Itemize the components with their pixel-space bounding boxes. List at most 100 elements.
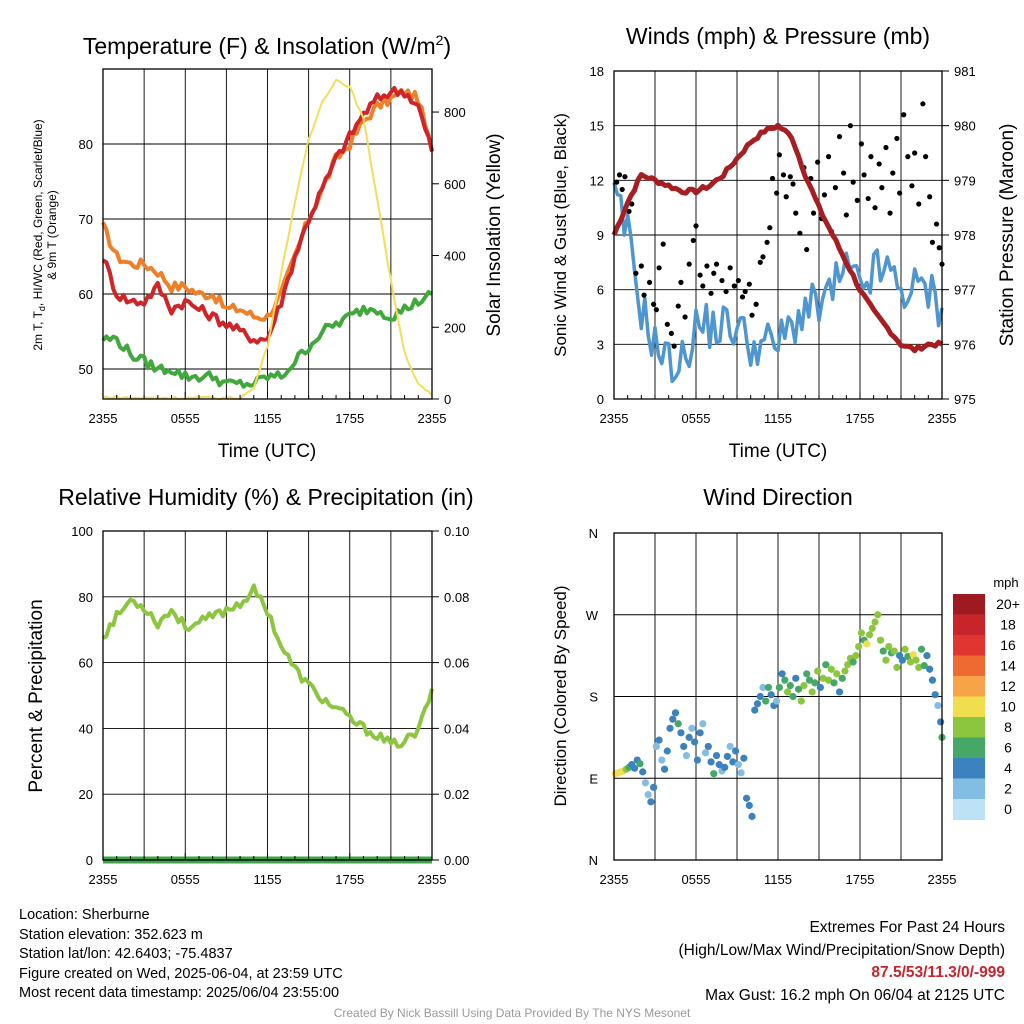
direction-point <box>764 683 773 692</box>
gust-point <box>767 225 773 231</box>
gust-point <box>757 259 763 265</box>
gust-point <box>865 195 871 202</box>
direction-point <box>926 665 934 673</box>
x-tick-label: 0555 <box>171 411 200 426</box>
temperature-x-label: Time (UTC) <box>218 441 317 462</box>
direction-point <box>852 652 860 660</box>
station-location: Location: Sherburne <box>19 907 150 923</box>
colorbar-label: 16 <box>1000 637 1016 653</box>
gust-point <box>883 144 889 151</box>
gust-point <box>656 265 662 271</box>
right-y-tick-label: 975 <box>954 392 976 407</box>
temp-2m-line <box>101 86 434 345</box>
direction-point <box>814 667 822 675</box>
wind-title: Winds (mph) & Pressure (mb) <box>626 23 930 49</box>
gust-point <box>936 245 942 251</box>
direction-point <box>723 752 732 761</box>
left-y-tick-label: 6 <box>597 283 604 298</box>
colorbar-swatch <box>953 614 985 636</box>
gust-point <box>731 283 737 289</box>
solar-y-label: Solar Insolation (Yellow) <box>484 133 505 336</box>
x-tick-label: 1155 <box>254 872 282 887</box>
direction-point <box>882 656 890 664</box>
direction-point <box>906 658 915 666</box>
direction-point <box>699 720 707 728</box>
colorbar-label: 10 <box>1000 699 1016 715</box>
gust-point <box>841 170 847 176</box>
direction-point <box>879 647 887 655</box>
plot-frame <box>613 532 943 861</box>
direction-point <box>630 764 639 772</box>
gust-point <box>711 270 717 276</box>
direction-point <box>693 756 701 764</box>
temperature-left-y-label-1: 2m T, Td, HI/WC (Red, Green, Scarlet/Blu… <box>31 119 47 350</box>
direction-point <box>729 758 737 766</box>
direction-point <box>737 769 745 777</box>
gust-point <box>933 221 940 227</box>
x-tick-label: 2355 <box>928 872 957 887</box>
gust-point <box>804 246 810 253</box>
direction-point <box>800 682 808 690</box>
direction-point <box>904 652 912 661</box>
direction-tick-label: S <box>589 690 598 705</box>
direction-point <box>756 692 764 701</box>
extremes-title: Extremes For Past 24 Hours <box>809 919 1005 936</box>
direction-point <box>691 738 699 746</box>
direction-point <box>797 697 805 705</box>
direction-point <box>748 812 756 821</box>
gust-point <box>746 281 752 287</box>
direction-point <box>715 761 723 769</box>
gust-point <box>693 223 699 229</box>
dewpoint-line <box>101 289 434 389</box>
direction-point <box>655 736 663 744</box>
direction-point <box>909 651 917 659</box>
direction-point <box>767 691 775 699</box>
direction-point <box>650 783 658 791</box>
gust-point <box>897 190 903 196</box>
x-tick-label: 0555 <box>682 411 711 426</box>
direction-point <box>639 768 647 776</box>
gust-point <box>653 307 659 313</box>
gust-point <box>815 159 821 165</box>
gust-point <box>651 301 657 307</box>
colorbar-swatch <box>953 799 985 820</box>
gust-point <box>708 290 714 296</box>
gust-point <box>909 183 915 189</box>
right-y-tick-label: 200 <box>444 320 466 335</box>
gust-point <box>890 170 896 176</box>
direction-point <box>674 720 682 728</box>
direction-point <box>890 647 898 655</box>
direction-point <box>915 663 923 672</box>
right-y-tick-label: 977 <box>954 283 976 298</box>
direction-point <box>871 618 879 626</box>
left-y-tick-label: 20 <box>79 787 93 802</box>
direction-point <box>912 656 920 664</box>
direction-point <box>931 691 939 699</box>
x-tick-label: 1755 <box>846 411 875 426</box>
direction-point <box>920 662 928 670</box>
left-y-tick-label: 80 <box>79 590 93 605</box>
direction-tick-label: E <box>589 771 598 786</box>
left-y-tick-label: 100 <box>71 524 93 539</box>
gust-point <box>735 277 741 284</box>
right-y-tick-label: 981 <box>954 64 976 79</box>
direction-point <box>732 747 740 755</box>
direction-point <box>819 674 827 682</box>
left-y-tick-label: 40 <box>79 721 93 736</box>
x-tick-label: 2355 <box>418 411 447 426</box>
gust-point <box>929 239 936 245</box>
direction-point <box>704 742 712 751</box>
gust-point <box>850 179 856 185</box>
extremes-subtitle: (High/Low/Max Wind/Precipitation/Snow De… <box>678 941 1006 959</box>
x-tick-label: 2355 <box>89 872 118 887</box>
direction-point <box>901 645 909 653</box>
gust-point <box>868 154 874 160</box>
colorbar-label: 12 <box>1000 678 1016 694</box>
gust-point <box>668 330 675 336</box>
direction-point <box>841 667 849 675</box>
direction-point <box>707 758 715 766</box>
direction-point <box>824 676 833 684</box>
right-y-tick-label: 976 <box>954 337 976 352</box>
